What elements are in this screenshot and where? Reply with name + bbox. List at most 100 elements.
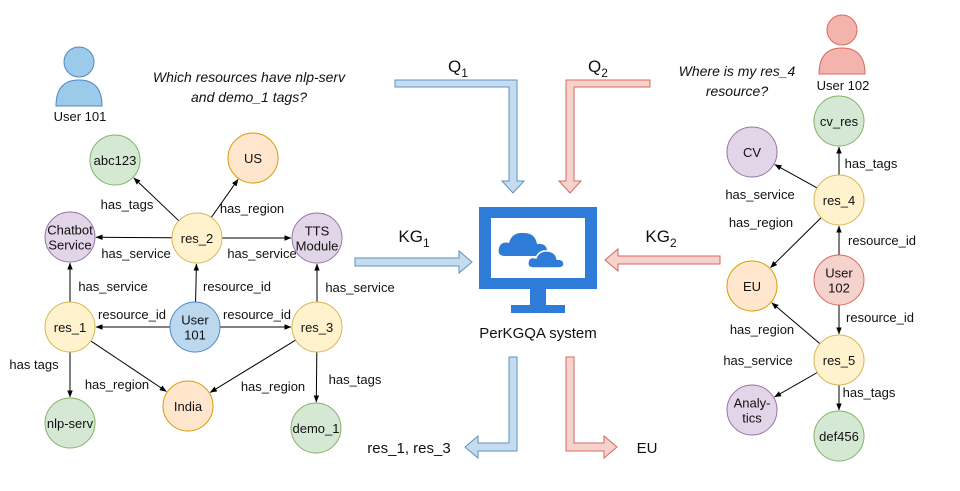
edge-res2-abc123	[133, 177, 180, 222]
node-label: 102	[828, 281, 850, 296]
answer-left: res_1, res_3	[367, 440, 450, 457]
node-eu: EU	[726, 260, 778, 312]
node-label: Module	[296, 239, 339, 254]
node-circle	[169, 301, 221, 353]
node-circle	[813, 95, 865, 147]
question-left-line2: and demo_1 tags?	[191, 89, 307, 105]
kg2-label: KG2	[645, 227, 677, 250]
question-right-line1: Where is my res_4	[679, 63, 796, 79]
edge-label: resource_id	[846, 310, 914, 325]
node-res5: res_5	[813, 334, 865, 386]
q2-label: Q2	[588, 57, 608, 80]
node-circle	[44, 301, 96, 353]
node-circle	[291, 301, 343, 353]
node-label: Service	[48, 238, 91, 253]
node-circle	[291, 212, 343, 264]
system-label: PerKGQA system	[479, 325, 597, 342]
edge-label: has_service	[101, 246, 170, 261]
edge-labels: has_tags has_region has_service has_serv…	[9, 156, 916, 400]
edge-label: has_region	[730, 322, 794, 337]
node-cv: CV	[726, 126, 778, 178]
edge-res1-india	[90, 340, 167, 392]
edge-res3-india	[209, 339, 296, 393]
user-101-icon	[55, 46, 103, 107]
edge-res3-demo1	[313, 351, 320, 403]
edge-res5-analytics	[774, 372, 818, 398]
edge-label: has_service	[723, 353, 792, 368]
edge-label: resource_id	[203, 279, 271, 294]
edge-label: has_tags	[101, 197, 154, 212]
edge-res2-chatbot	[95, 234, 173, 241]
node-label: nlp-serv	[47, 416, 94, 431]
edge-label: resource_id	[98, 307, 166, 322]
kg1-arrow	[354, 249, 473, 275]
q1-label: Q1	[448, 57, 468, 80]
node-res1: res_1	[44, 301, 96, 353]
kg-edges	[67, 146, 842, 411]
node-label: TTS	[305, 224, 330, 239]
node-abc123: abc123	[89, 134, 141, 186]
node-demo1: demo_1	[290, 402, 342, 454]
node-circle	[227, 132, 279, 184]
node-nlpserv: nlp-serv	[44, 397, 96, 449]
edge-res4-eu	[770, 217, 822, 269]
node-label: US	[244, 151, 262, 166]
node-label: India	[174, 399, 203, 414]
node-circle	[726, 384, 778, 436]
kg2-arrow	[604, 247, 721, 273]
node-label: tics	[742, 411, 762, 426]
node-us: US	[227, 132, 279, 184]
node-label: res_3	[301, 320, 334, 335]
edge-res4-cv	[774, 164, 818, 189]
edge-label: has_service	[227, 246, 296, 261]
edge-res5-eu	[771, 302, 821, 345]
node-circle	[162, 380, 214, 432]
edge-label: has_service	[725, 187, 794, 202]
answer-right-arrow	[565, 356, 618, 460]
answer-right: EU	[637, 440, 658, 457]
kg1-label: KG1	[398, 227, 430, 250]
node-circle	[726, 260, 778, 312]
edge-label: resource_id	[223, 307, 291, 322]
node-circle	[813, 174, 865, 226]
user-101-label: User 101	[54, 109, 107, 124]
edge-label: resource_id	[848, 233, 916, 248]
node-res4: res_4	[813, 174, 865, 226]
node-label: res_2	[181, 231, 214, 246]
user-102-label: User 102	[817, 78, 870, 93]
node-circle	[89, 134, 141, 186]
answer-left-arrow	[464, 356, 518, 460]
node-circle	[171, 212, 223, 264]
node-cvres: cv_res	[813, 95, 865, 147]
edge-user101-res2	[193, 263, 200, 303]
edge-label: has_tags	[843, 385, 896, 400]
node-circle	[813, 410, 865, 462]
node-label: cv_res	[820, 114, 859, 129]
node-analytics: Analy-tics	[726, 384, 778, 436]
q2-arrow	[557, 79, 651, 194]
node-label: EU	[743, 279, 761, 294]
edge-label: has tags	[9, 357, 59, 372]
node-label: abc123	[94, 153, 137, 168]
node-label: def456	[819, 429, 859, 444]
edge-label: has_service	[78, 279, 147, 294]
node-label: res_1	[54, 320, 87, 335]
edge-label: has_tags	[845, 156, 898, 171]
q1-arrow	[394, 79, 526, 194]
question-left-line1: Which resources have nlp-serv	[153, 69, 346, 85]
node-label: User	[825, 266, 853, 281]
edge-label: has_region	[220, 201, 284, 216]
node-circle	[44, 397, 96, 449]
question-right-line2: resource?	[706, 83, 768, 99]
node-circle	[813, 334, 865, 386]
node-circle	[726, 126, 778, 178]
node-circle	[813, 254, 865, 306]
node-res3: res_3	[291, 301, 343, 353]
edge-label: has_region	[729, 215, 793, 230]
